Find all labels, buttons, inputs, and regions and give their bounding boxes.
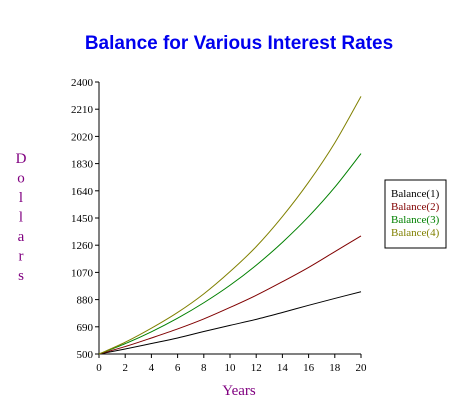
y-axis-label-letter: o xyxy=(17,171,25,187)
x-tick-label: 8 xyxy=(201,362,207,374)
legend-box xyxy=(384,179,447,249)
legend-entry-3: Balance(3) xyxy=(391,214,440,226)
x-axis-label: Years xyxy=(222,383,256,399)
y-tick-label: 2020 xyxy=(71,131,94,143)
y-tick-label: 1640 xyxy=(71,186,94,198)
y-axis-label-letter: r xyxy=(19,249,24,265)
legend-entry-2: Balance(2) xyxy=(391,201,440,213)
x-tick-label: 10 xyxy=(225,362,237,374)
legend-entry-1: Balance(1) xyxy=(391,188,440,200)
series-line-4 xyxy=(98,96,362,355)
y-tick-label: 2400 xyxy=(71,77,94,89)
legend-entry-4: Balance(4) xyxy=(391,227,440,239)
x-tick-label: 18 xyxy=(329,362,341,374)
x-tick-label: 4 xyxy=(149,362,155,374)
y-tick-label: 880 xyxy=(77,295,94,307)
y-tick-label: 1070 xyxy=(71,267,94,279)
x-tick-label: 6 xyxy=(175,362,181,374)
x-tick-label: 16 xyxy=(303,362,315,374)
y-axis-label-letter: l xyxy=(19,210,23,226)
x-tick-label: 12 xyxy=(251,362,262,374)
chart-title: Balance for Various Interest Rates xyxy=(85,33,393,54)
axes xyxy=(98,82,361,355)
series-line-2 xyxy=(98,235,362,355)
y-axis-label-letter: l xyxy=(19,190,23,206)
y-tick-label: 1830 xyxy=(71,159,94,171)
x-ticks: 0 2 4 6 8 10 12 14 16 18 20 xyxy=(96,354,367,374)
y-tick-label: 2210 xyxy=(71,104,94,116)
legend: Balance(1)Balance(2)Balance(3)Balance(4) xyxy=(384,179,447,249)
y-tick-label: 1450 xyxy=(71,213,94,225)
y-tick-label: 500 xyxy=(77,349,94,361)
series-line-1 xyxy=(98,291,362,355)
x-tick-label: 0 xyxy=(96,362,102,374)
series-line-3 xyxy=(98,153,362,355)
x-tick-label: 14 xyxy=(277,362,289,374)
y-tick-label: 690 xyxy=(77,322,94,334)
y-axis-label-letter: s xyxy=(18,268,24,284)
y-tick-label: 1260 xyxy=(71,240,94,252)
y-axis-label-letter: a xyxy=(18,229,25,245)
series-lines xyxy=(98,96,362,355)
x-tick-label: 20 xyxy=(356,362,368,374)
y-ticks: 500 690 880 1070 1260 1450 1640 1830 2020 2210 240… xyxy=(71,77,99,361)
x-tick-label: 2 xyxy=(122,362,128,374)
y-axis-label-letter: D xyxy=(16,151,27,167)
